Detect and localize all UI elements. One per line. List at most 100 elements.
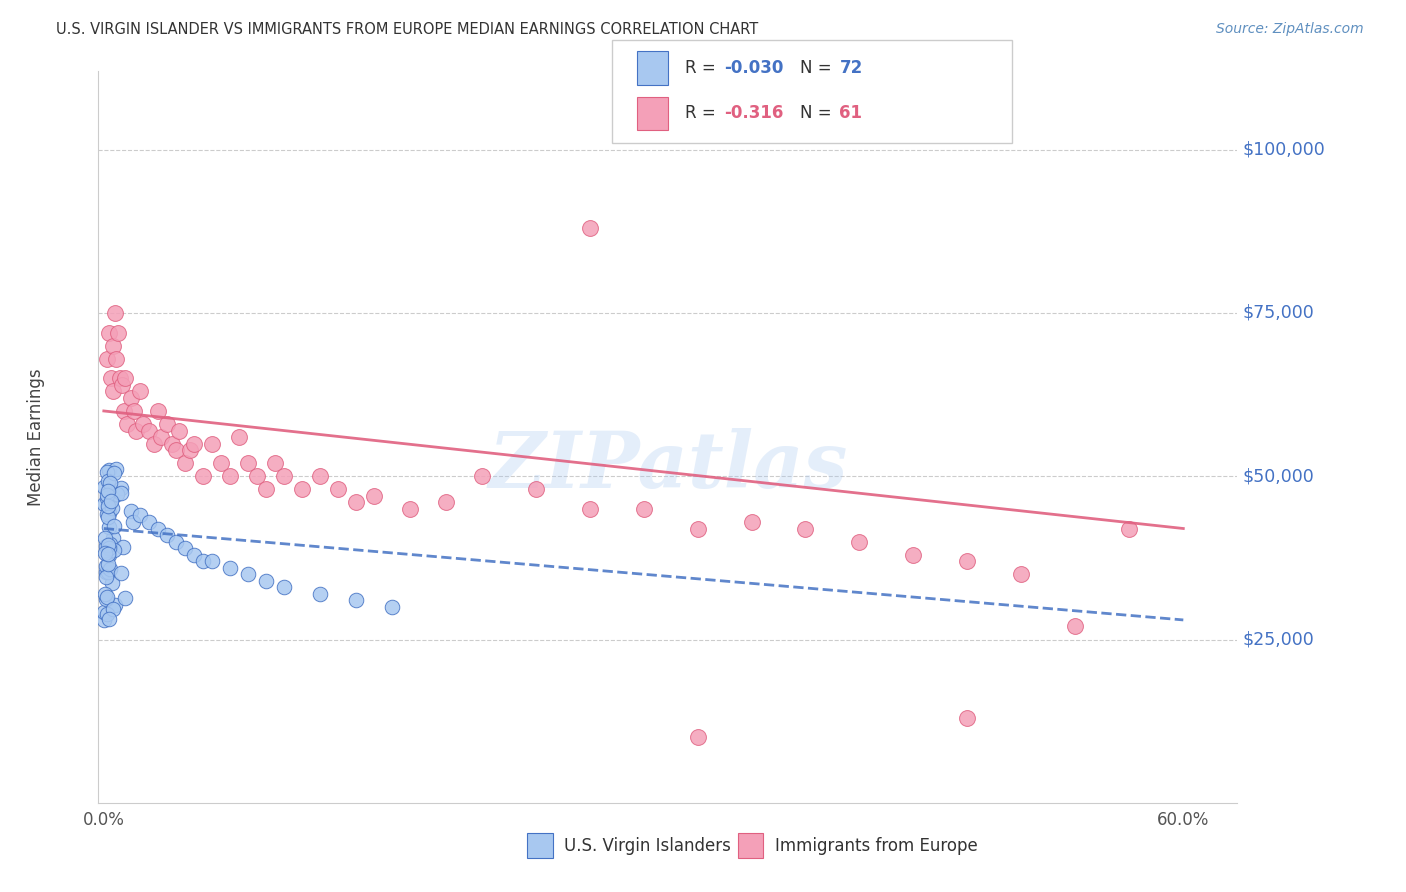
Point	[132, 417, 155, 431]
Point	[273, 580, 295, 594]
Point	[114, 591, 136, 606]
Point	[291, 483, 314, 497]
Point	[104, 599, 127, 613]
Point	[236, 456, 259, 470]
Point	[471, 469, 494, 483]
Point	[434, 495, 457, 509]
Point	[104, 306, 127, 320]
Point	[124, 404, 146, 418]
Point	[173, 541, 195, 555]
Point	[100, 493, 122, 508]
Point	[191, 554, 214, 568]
Point	[254, 574, 277, 588]
Point	[96, 507, 118, 521]
Text: R =: R =	[685, 60, 721, 78]
Point	[121, 515, 143, 529]
Point	[218, 469, 240, 483]
Point	[263, 456, 285, 470]
Text: ZIPatlas: ZIPatlas	[488, 428, 848, 505]
Point	[209, 456, 232, 470]
Point	[94, 587, 117, 601]
Text: $100,000: $100,000	[1243, 141, 1326, 159]
Point	[97, 488, 120, 502]
Point	[848, 534, 870, 549]
Point	[146, 404, 169, 418]
Point	[381, 599, 404, 614]
Point	[903, 548, 925, 562]
Point	[96, 465, 118, 479]
Point	[100, 491, 122, 506]
Text: $50,000: $50,000	[1243, 467, 1315, 485]
Text: 72: 72	[839, 60, 863, 78]
Point	[344, 495, 367, 509]
Point	[308, 469, 330, 483]
Point	[97, 565, 120, 579]
Point	[97, 474, 120, 488]
Point	[398, 502, 420, 516]
Point	[98, 326, 121, 340]
Point	[98, 562, 121, 576]
Point	[183, 548, 205, 562]
Point	[114, 371, 136, 385]
Point	[254, 483, 277, 497]
Point	[101, 338, 124, 352]
Point	[97, 520, 120, 534]
Point	[100, 537, 122, 551]
Point	[97, 499, 120, 513]
Point	[108, 371, 131, 385]
Point	[191, 469, 214, 483]
Point	[97, 509, 120, 524]
Text: Source: ZipAtlas.com: Source: ZipAtlas.com	[1216, 22, 1364, 37]
Point	[326, 483, 349, 497]
Point	[98, 612, 121, 626]
Point	[94, 565, 117, 579]
Point	[125, 424, 148, 438]
Point	[98, 548, 121, 562]
Point	[741, 515, 763, 529]
Point	[173, 456, 195, 470]
Point	[97, 501, 120, 516]
Point	[93, 497, 115, 511]
Text: R =: R =	[685, 104, 725, 122]
Point	[98, 463, 121, 477]
Point	[165, 443, 187, 458]
Point	[97, 557, 120, 571]
Point	[146, 521, 169, 535]
Point	[956, 711, 979, 725]
Point	[273, 469, 295, 483]
Point	[308, 587, 330, 601]
Point	[103, 466, 125, 480]
Text: -0.316: -0.316	[724, 104, 783, 122]
Point	[107, 326, 129, 340]
Point	[246, 469, 269, 483]
Point	[96, 351, 118, 366]
Point	[100, 371, 122, 385]
Point	[363, 489, 385, 503]
Point	[94, 592, 117, 607]
Point	[524, 483, 547, 497]
Point	[120, 391, 142, 405]
Text: -0.030: -0.030	[724, 60, 783, 78]
Point	[96, 590, 118, 604]
Point	[201, 554, 224, 568]
Point	[97, 547, 120, 561]
Point	[96, 488, 118, 502]
Point	[165, 534, 187, 549]
Point	[156, 417, 179, 431]
Point	[94, 559, 117, 574]
Point	[103, 519, 125, 533]
Point	[98, 475, 121, 490]
Point	[120, 504, 142, 518]
Point	[956, 554, 979, 568]
Point	[578, 502, 600, 516]
Point	[115, 417, 138, 431]
Point	[1010, 567, 1032, 582]
Point	[110, 566, 132, 580]
Point	[218, 560, 240, 574]
Point	[138, 424, 160, 438]
Point	[111, 377, 134, 392]
Point	[110, 485, 132, 500]
Point	[138, 515, 160, 529]
Point	[101, 531, 124, 545]
Point	[97, 506, 120, 520]
